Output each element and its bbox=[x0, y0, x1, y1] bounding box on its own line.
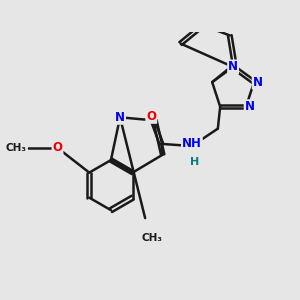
Text: NH: NH bbox=[182, 137, 202, 150]
Text: CH₃: CH₃ bbox=[142, 232, 163, 243]
Text: N: N bbox=[245, 100, 255, 113]
Text: O: O bbox=[146, 110, 156, 123]
Text: N: N bbox=[115, 111, 125, 124]
Text: N: N bbox=[253, 76, 263, 88]
Text: H: H bbox=[190, 157, 200, 167]
Text: CH₃: CH₃ bbox=[6, 143, 27, 153]
Text: N: N bbox=[228, 60, 238, 74]
Text: O: O bbox=[52, 141, 62, 154]
